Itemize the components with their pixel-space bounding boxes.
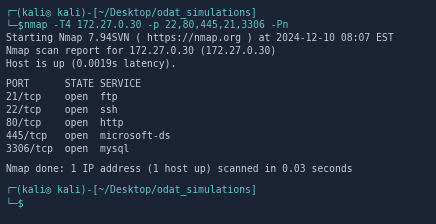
Text: Nmap scan report for 172.27.0.30 (172.27.0.30): Nmap scan report for 172.27.0.30 (172.27… (6, 46, 276, 56)
Text: nmap -T4 172.27.0.30 -p 22,80,445,21,3306 -Pn: nmap -T4 172.27.0.30 -p 22,80,445,21,330… (24, 20, 288, 30)
Text: └─$: └─$ (6, 20, 30, 31)
Text: (kali◎ kali)-[~/Desktop/odat_simulations]: (kali◎ kali)-[~/Desktop/odat_simulations… (16, 7, 257, 18)
Text: 80/tcp    open  http: 80/tcp open http (6, 118, 123, 128)
Text: ┌─: ┌─ (6, 7, 18, 17)
Text: Starting Nmap 7.94SVN ( https://nmap.org ) at 2024-12-10 08:07 EST: Starting Nmap 7.94SVN ( https://nmap.org… (6, 33, 394, 43)
Text: 445/tcp   open  microsoft-ds: 445/tcp open microsoft-ds (6, 131, 170, 141)
Text: 3306/tcp  open  mysql: 3306/tcp open mysql (6, 144, 129, 154)
Text: PORT      STATE SERVICE: PORT STATE SERVICE (6, 79, 141, 89)
Text: (kali◎ kali)-[~/Desktop/odat_simulations]: (kali◎ kali)-[~/Desktop/odat_simulations… (16, 184, 257, 195)
Text: └─$: └─$ (6, 197, 30, 208)
Text: ┌─: ┌─ (6, 184, 18, 194)
Text: Host is up (0.0019s latency).: Host is up (0.0019s latency). (6, 59, 177, 69)
Text: 21/tcp    open  ftp: 21/tcp open ftp (6, 92, 118, 102)
Text: Nmap done: 1 IP address (1 host up) scanned in 0.03 seconds: Nmap done: 1 IP address (1 host up) scan… (6, 164, 353, 174)
Text: 22/tcp    open  ssh: 22/tcp open ssh (6, 105, 118, 115)
